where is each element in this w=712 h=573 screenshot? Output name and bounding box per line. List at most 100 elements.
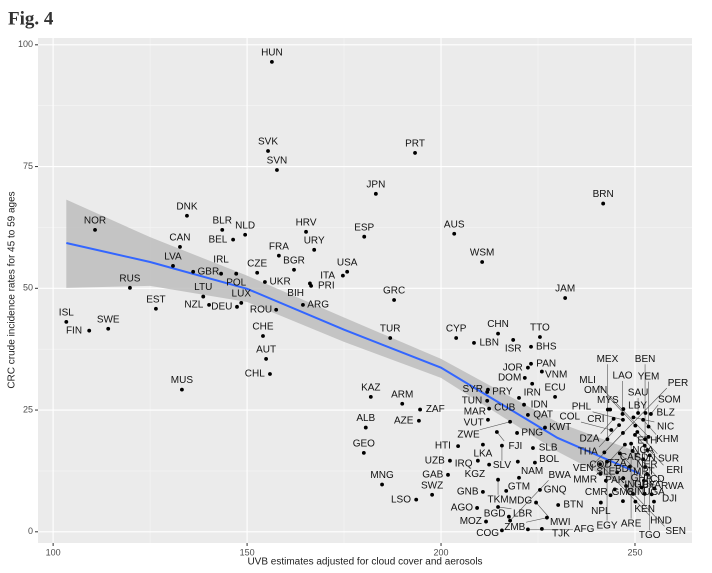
point — [180, 387, 184, 392]
point — [526, 527, 530, 532]
point — [481, 489, 485, 494]
point-label: RWA — [661, 481, 684, 492]
point — [633, 432, 637, 437]
point — [621, 407, 626, 411]
point — [538, 335, 542, 339]
point — [481, 442, 485, 447]
point — [646, 434, 651, 439]
point — [268, 372, 272, 376]
point-label: MYS — [597, 395, 619, 406]
point — [545, 515, 549, 520]
point-label: LAO — [613, 371, 633, 382]
point-label: AZE — [394, 415, 414, 426]
point — [598, 500, 603, 505]
point-label: LSO — [391, 494, 411, 505]
point-label: OMN — [584, 385, 607, 396]
point — [363, 425, 368, 430]
point-label: TZA — [608, 458, 627, 469]
x-axis-title: UVB estimates adjusted for cloud cover a… — [247, 557, 482, 568]
point-label: SWE — [97, 314, 120, 325]
point — [652, 486, 657, 491]
point-label: ARG — [307, 300, 329, 311]
point-label: PAN — [536, 358, 556, 369]
point — [647, 453, 652, 458]
point — [361, 451, 366, 455]
point — [388, 336, 393, 340]
point-label: TTO — [530, 323, 550, 334]
point-label: GIN — [626, 487, 644, 498]
point — [633, 499, 638, 504]
point-label: GBR — [198, 266, 220, 277]
point-label: CAN — [169, 233, 190, 244]
point — [633, 423, 638, 428]
point-label: SVK — [258, 137, 278, 148]
point-label: YEM — [638, 371, 660, 382]
leader-line — [632, 450, 662, 482]
point-label: GNQ — [544, 485, 567, 496]
point-label: BIH — [287, 288, 304, 299]
point-label: DJI — [662, 493, 677, 504]
point-label: KEN — [634, 504, 655, 515]
leader-line — [535, 502, 550, 518]
point — [511, 338, 516, 342]
point-label: TGO — [639, 530, 661, 541]
point — [362, 234, 367, 239]
point-label: LBY — [628, 401, 647, 412]
point-label: MUS — [171, 375, 194, 386]
point — [308, 281, 312, 286]
point — [128, 285, 132, 290]
point-label: KHM — [656, 434, 678, 445]
point-label: NPL — [591, 506, 611, 517]
leader-line — [650, 404, 659, 415]
point — [496, 331, 500, 336]
point — [485, 398, 490, 403]
point — [526, 365, 530, 370]
point — [261, 334, 265, 338]
point-label: SLB — [539, 443, 558, 454]
point — [373, 191, 378, 196]
point-label: SOM — [658, 394, 681, 405]
leader-line — [598, 424, 620, 448]
leader-line — [604, 387, 668, 453]
point — [456, 444, 460, 448]
point — [276, 253, 281, 258]
point-label: ETH — [637, 436, 657, 447]
point — [417, 418, 421, 423]
point — [611, 416, 616, 421]
point-label: ARM — [391, 389, 413, 400]
point-label: GMB — [612, 487, 635, 498]
point — [517, 395, 521, 400]
point — [494, 430, 499, 434]
point — [485, 390, 490, 394]
point — [608, 493, 613, 498]
point — [641, 417, 646, 422]
point — [620, 412, 625, 416]
point-label: GAB — [422, 469, 443, 480]
point-label: ZAF — [426, 404, 445, 415]
point-label: BDI — [615, 464, 632, 475]
point-label: AUT — [256, 345, 276, 356]
point-label: LUX — [232, 289, 252, 300]
point — [539, 526, 544, 531]
point — [154, 306, 158, 311]
point — [621, 417, 625, 422]
point-label: HUN — [261, 48, 283, 59]
point — [185, 213, 189, 218]
point-label: UKR — [270, 277, 291, 288]
point — [642, 443, 647, 448]
point-label: DEU — [211, 301, 232, 312]
point — [507, 514, 511, 519]
point-label: UZB — [425, 455, 445, 466]
point-label: IND — [624, 479, 641, 490]
point-label: SYR — [462, 384, 483, 395]
point — [603, 478, 608, 483]
x-tick-label: 100 — [46, 547, 61, 557]
point — [235, 304, 239, 309]
point-label: NZL — [184, 300, 203, 311]
point-label: CZE — [247, 258, 267, 269]
point — [504, 488, 509, 493]
point — [652, 499, 656, 504]
point — [515, 431, 519, 435]
point — [201, 294, 206, 299]
point — [64, 320, 69, 324]
